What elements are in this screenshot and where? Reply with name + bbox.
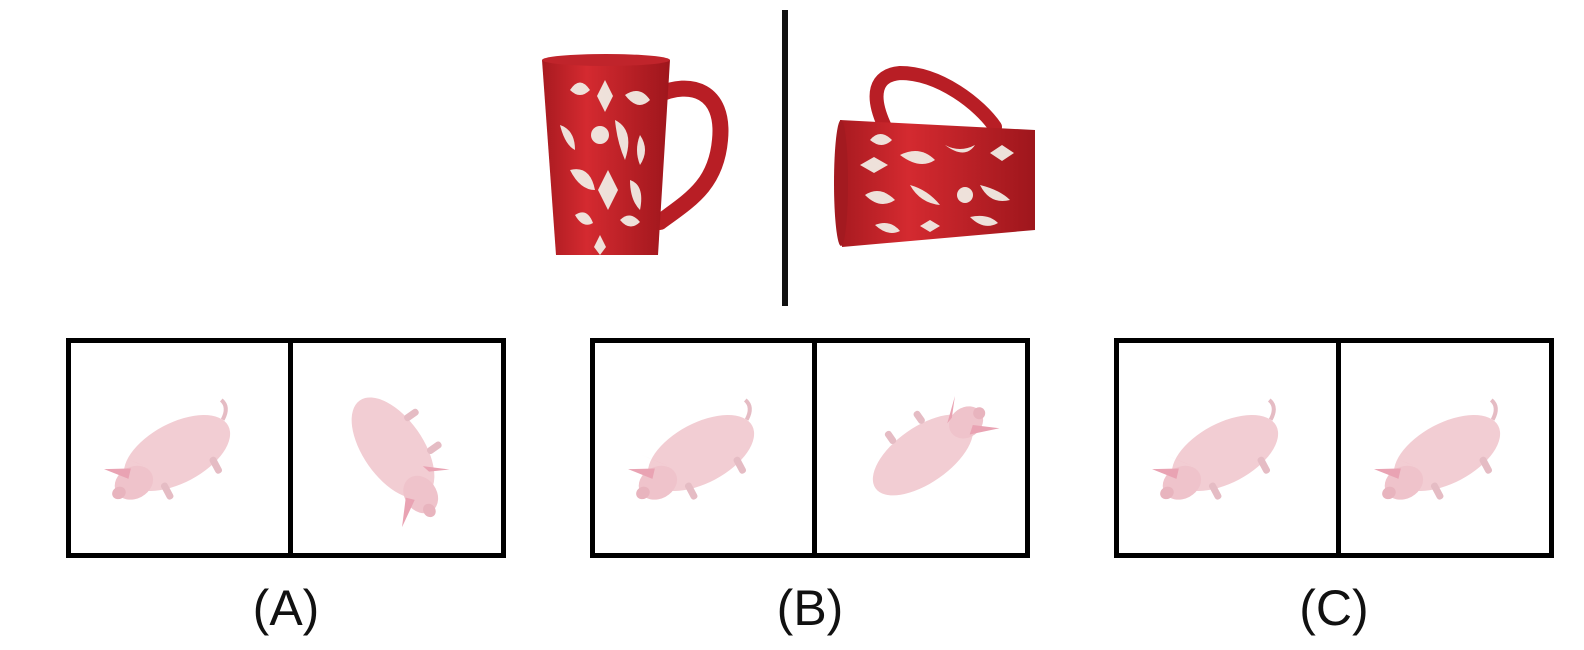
option-c-right-pig: [1374, 398, 1501, 500]
reference-pair: [0, 0, 1584, 320]
option-a-right-pig: [351, 397, 450, 528]
option-c-divider: [1336, 343, 1341, 553]
reference-divider: [782, 10, 788, 306]
option-b-right-pig: [872, 396, 1000, 496]
option-b-left-pig: [628, 398, 755, 500]
option-b-divider: [812, 343, 817, 553]
option-c-left-pig: [1152, 398, 1279, 500]
option-box-c[interactable]: [1114, 338, 1554, 558]
option-a-divider: [288, 343, 293, 553]
option-box-b[interactable]: [590, 338, 1030, 558]
option-label-b: (B): [776, 580, 844, 636]
option-a-left-pig: [104, 398, 231, 500]
option-label-c: (C): [1299, 580, 1369, 636]
reference-mug-right: [834, 65, 1035, 247]
reference-mug-left: [542, 54, 729, 255]
option-label-a: (A): [252, 580, 320, 636]
option-box-a[interactable]: [66, 338, 506, 558]
